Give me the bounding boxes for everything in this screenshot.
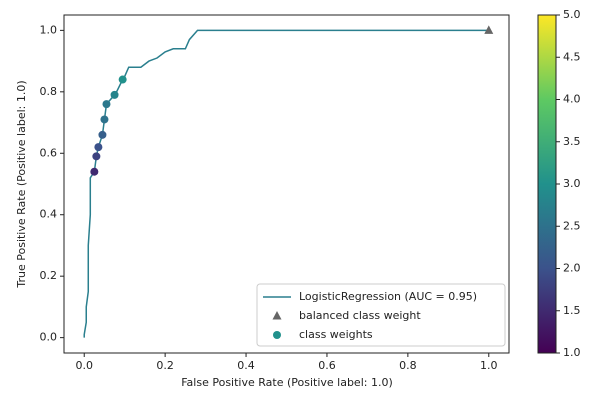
colorbar-tick-label: 1.5 (563, 304, 581, 317)
legend-marker (272, 311, 282, 320)
circle-marker (118, 75, 127, 84)
y-tick-label: 1.0 (40, 23, 58, 36)
roc-curve (83, 29, 489, 338)
x-tick-label: 0.4 (237, 359, 255, 372)
y-tick-label: 0.6 (40, 146, 58, 159)
colorbar-tick-label: 4.0 (563, 93, 581, 106)
x-axis-label: False Positive Rate (Positive label: 1.0… (181, 376, 393, 389)
colorbar-tick-label: 3.5 (563, 135, 581, 148)
x-tick-label: 0.2 (156, 359, 174, 372)
legend-label: LogisticRegression (AUC = 0.95) (299, 290, 477, 303)
colorbar-tick-label: 3.0 (563, 177, 581, 190)
y-axis-label: True Positive Rate (Positive label: 1.0) (15, 80, 28, 288)
y-tick-label: 0.2 (40, 269, 58, 282)
legend-label: class weights (299, 328, 373, 341)
colorbar-tick-label: 2.0 (563, 262, 581, 275)
y-tick-label: 0.4 (40, 208, 58, 221)
x-tick-label: 0.0 (75, 359, 93, 372)
colorbar-tick-label: 5.0 (563, 8, 581, 21)
legend-marker (273, 331, 281, 339)
y-tick-label: 0.0 (40, 331, 58, 344)
triangle-marker (484, 25, 494, 34)
circle-marker (92, 152, 101, 161)
legend-box (256, 283, 506, 347)
circle-marker (94, 143, 103, 152)
x-tick-label: 0.8 (399, 359, 417, 372)
x-tick-label: 1.0 (480, 359, 498, 372)
circle-marker (100, 115, 109, 124)
circle-marker (90, 167, 99, 176)
colorbar (537, 14, 557, 354)
circle-marker (102, 100, 111, 109)
legend-label: balanced class weight (299, 309, 421, 322)
colorbar-tick-label: 4.5 (563, 50, 581, 63)
colorbar-tick-label: 2.5 (563, 219, 581, 232)
circle-marker (98, 130, 107, 139)
x-tick-label: 0.6 (318, 359, 336, 372)
colorbar-tick-label: 1.0 (563, 346, 581, 359)
y-tick-label: 0.8 (40, 85, 58, 98)
circle-marker (110, 90, 119, 99)
plot-frame (63, 14, 510, 354)
